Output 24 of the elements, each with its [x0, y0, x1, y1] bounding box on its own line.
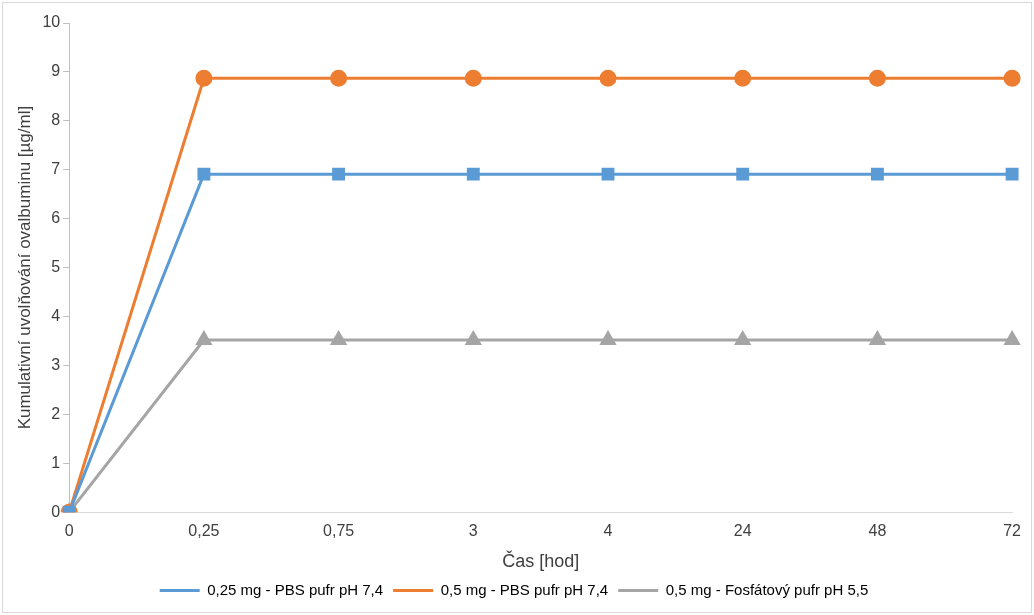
x-tick-label: 0 [64, 522, 74, 540]
x-tick-label: 48 [868, 522, 887, 540]
x-tick-label: 4 [603, 522, 613, 540]
y-tick-label: 5 [51, 258, 61, 276]
y-tick-label: 1 [51, 453, 61, 471]
x-tick-label: 0,75 [323, 522, 355, 540]
x-tick-label: 3 [468, 522, 478, 540]
legend-label: 0,5 mg - Fosfátový pufr pH 5,5 [665, 580, 869, 598]
y-tick-label: 0 [51, 502, 61, 520]
legend-label: 0,25 mg - PBS pufr pH 7,4 [207, 580, 384, 598]
y-tick-label: 9 [51, 62, 61, 80]
y-tick-label: 3 [51, 355, 61, 373]
y-tick-label: 4 [51, 306, 61, 324]
y-tick-label: 8 [51, 111, 61, 129]
x-tick-label: 0,25 [188, 522, 220, 540]
y-tick-label: 2 [51, 404, 61, 422]
y-tick-label: 6 [51, 209, 61, 227]
legend-label: 0,5 mg - PBS pufr pH 7,4 [440, 580, 609, 598]
y-axis-title: Kumulativní uvolňování ovalbuminu [µg/ml] [14, 105, 34, 430]
x-tick-label: 72 [1003, 522, 1022, 540]
y-tick-label: 10 [42, 13, 61, 31]
x-axis-title: Čas [hod] [502, 550, 580, 572]
y-tick-label: 7 [51, 160, 61, 178]
x-tick-label: 24 [733, 522, 752, 540]
